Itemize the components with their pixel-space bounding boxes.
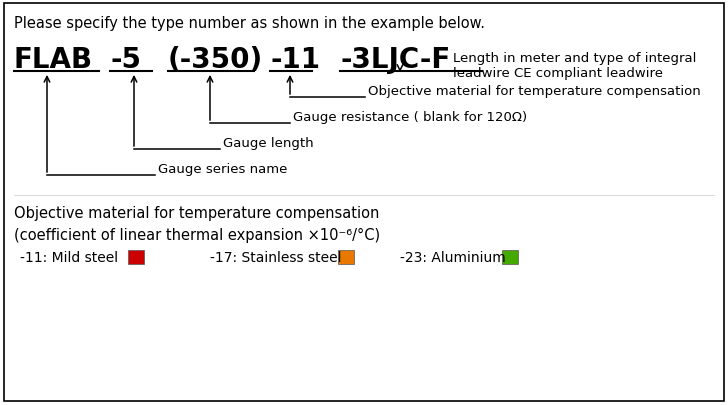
Bar <box>502 250 518 264</box>
Text: Objective material for temperature compensation: Objective material for temperature compe… <box>368 85 701 98</box>
Bar <box>338 250 354 264</box>
Text: Objective material for temperature compensation: Objective material for temperature compe… <box>14 205 379 220</box>
Text: -3LJC-F: -3LJC-F <box>340 46 450 74</box>
Text: Gauge series name: Gauge series name <box>158 162 288 175</box>
Text: -5: -5 <box>110 46 141 74</box>
Bar <box>128 250 144 264</box>
Text: (coefficient of linear thermal expansion ×10⁻⁶/°C): (coefficient of linear thermal expansion… <box>14 228 380 243</box>
Text: -23: Aluminium: -23: Aluminium <box>400 250 506 264</box>
Text: Gauge length: Gauge length <box>223 136 314 149</box>
Text: (-350): (-350) <box>168 46 264 74</box>
Text: -11: Mild steel: -11: Mild steel <box>20 250 118 264</box>
Text: -11: -11 <box>270 46 320 74</box>
Text: Length in meter and type of integral
leadwire CE compliant leadwire: Length in meter and type of integral lea… <box>453 52 697 80</box>
Text: Please specify the type number as shown in the example below.: Please specify the type number as shown … <box>14 16 485 31</box>
Text: -17: Stainless steel: -17: Stainless steel <box>210 250 341 264</box>
Text: Gauge resistance ( blank for 120Ω): Gauge resistance ( blank for 120Ω) <box>293 111 527 124</box>
Text: FLAB: FLAB <box>14 46 93 74</box>
